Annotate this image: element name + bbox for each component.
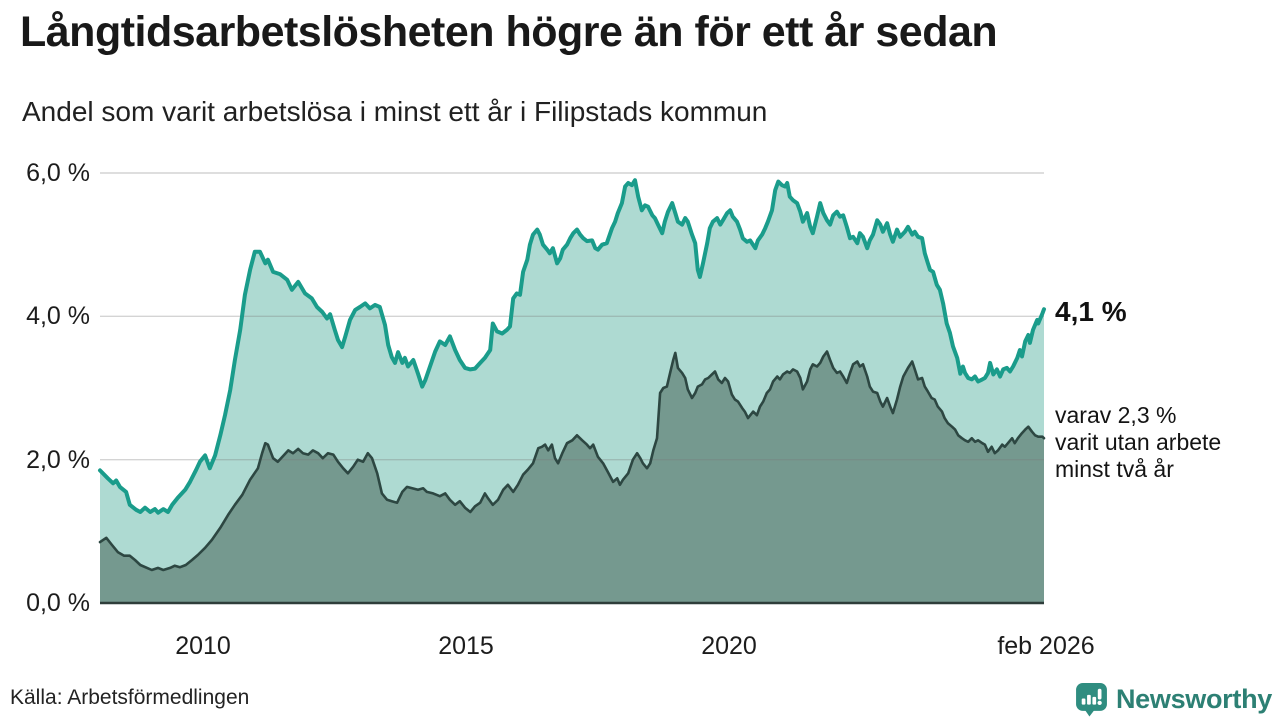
page-title: Långtidsarbetslösheten högre än för ett … xyxy=(20,8,998,56)
two-year-share-annotation: varav 2,3 % varit utan arbete minst två … xyxy=(1055,402,1222,482)
y-axis-tick-2: 2,0 % xyxy=(26,446,90,474)
y-axis-tick-4: 4,0 % xyxy=(26,302,90,330)
x-axis-tick-2010: 2010 xyxy=(175,632,231,660)
x-axis-tick-2020: 2020 xyxy=(701,632,757,660)
area-fill xyxy=(100,351,1044,603)
y-axis-tick-6: 6,0 % xyxy=(26,159,90,187)
series-line xyxy=(98,178,1046,515)
latest-value-label: 4,1 % xyxy=(1055,296,1127,327)
series-line xyxy=(98,350,1046,572)
newsworthy-wordmark: Newsworthy xyxy=(1115,684,1272,714)
newsworthy-logo: Newsworthy xyxy=(1074,682,1272,717)
x-axis-tick-feb-2026: feb 2026 xyxy=(997,632,1095,660)
x-axis-tick-2015: 2015 xyxy=(438,632,494,660)
y-axis-tick-0: 0,0 % xyxy=(26,589,90,617)
source-credit: Källa: Arbetsförmedlingen xyxy=(10,686,250,709)
chart-subtitle: Andel som varit arbetslösa i minst ett å… xyxy=(22,96,768,127)
newsworthy-logo-icon xyxy=(1076,683,1107,717)
